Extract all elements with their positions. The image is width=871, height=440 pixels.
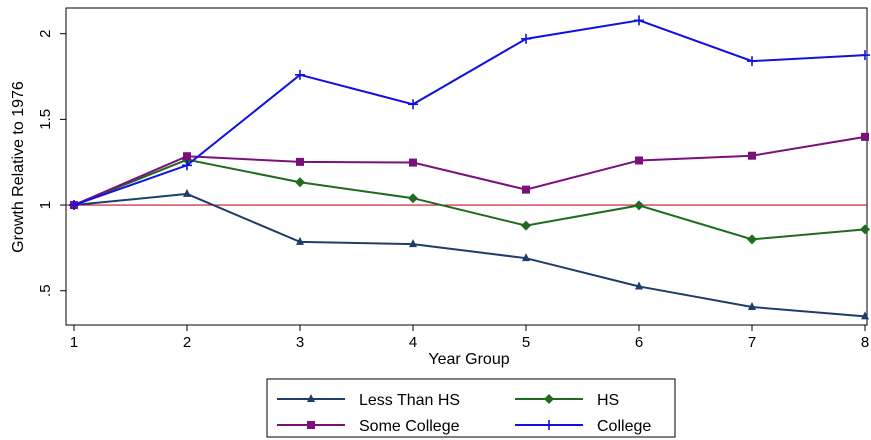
series-line-some-college: [73, 135, 866, 206]
series-line-hs: [73, 158, 866, 241]
data-point-some-college: [409, 158, 417, 167]
data-point-less-than-hs: [409, 239, 417, 248]
x-tick-label: 8: [861, 334, 869, 351]
y-axis: .5 1 1.5 2: [37, 30, 66, 297]
data-point-some-college: [522, 185, 530, 194]
data-point-less-than-hs: [635, 281, 643, 290]
x-axis-title: Year Group: [428, 351, 509, 368]
x-tick-label: 1: [70, 334, 78, 351]
data-point-less-than-hs: [861, 311, 869, 320]
x-tick-label: 7: [748, 334, 756, 351]
series-college: [69, 15, 870, 211]
data-point-some-college: [748, 151, 756, 160]
series-line-less-than-hs: [73, 192, 866, 318]
x-tick-label: 4: [409, 334, 417, 351]
legend-item-less-than-hs: Less Than HS: [277, 392, 460, 409]
legend-label: Less Than HS: [359, 392, 460, 409]
data-point-less-than-hs: [748, 302, 756, 311]
data-point-college: [182, 160, 192, 171]
data-point-hs: [295, 177, 305, 188]
data-point-hs: [521, 220, 531, 231]
data-point-some-college: [861, 132, 869, 141]
data-point-college: [69, 200, 79, 211]
x-tick-label: 2: [183, 334, 191, 351]
y-tick-label: .5: [37, 284, 54, 297]
y-axis-title: Growth Relative to 1976: [10, 81, 27, 253]
data-point-college: [521, 33, 531, 44]
data-point-some-college: [635, 156, 643, 165]
data-point-hs: [860, 224, 870, 235]
data-point-some-college: [296, 157, 304, 166]
series-less-than-hs: [70, 188, 869, 320]
data-point-hs: [634, 200, 644, 211]
x-tick-label: 5: [522, 334, 530, 351]
legend-swatch-marker: [544, 420, 554, 430]
series-line-college: [73, 19, 866, 206]
data-point-college: [295, 69, 305, 80]
data-point-college: [634, 15, 644, 26]
y-tick-label: 2: [37, 30, 54, 38]
legend-label: HS: [597, 392, 619, 409]
legend: Less Than HS HS Some College College: [266, 378, 676, 438]
x-axis: 1 2 3 4 5 6 7 8: [70, 325, 869, 351]
data-point-hs: [408, 193, 418, 204]
data-point-less-than-hs: [183, 188, 191, 197]
data-point-less-than-hs: [522, 253, 530, 262]
data-point-less-than-hs: [296, 236, 304, 245]
x-tick-label: 6: [635, 334, 643, 351]
x-tick-label: 3: [296, 334, 304, 351]
y-tick-label: 1: [37, 201, 54, 209]
legend-item-some-college: Some College: [277, 418, 460, 435]
data-point-college: [408, 99, 418, 110]
legend-label: Some College: [359, 418, 460, 435]
legend-item-hs: HS: [515, 392, 619, 409]
legend-swatch-marker: [307, 394, 315, 402]
data-point-some-college: [183, 152, 191, 161]
legend-swatch-marker: [544, 394, 554, 404]
legend-item-college: College: [515, 418, 651, 435]
legend-label: College: [597, 418, 651, 435]
plot-frame: [65, 7, 868, 326]
plot-area: [65, 7, 870, 326]
legend-box: [266, 378, 676, 438]
series-some-college: [70, 132, 869, 210]
data-point-college: [747, 56, 757, 67]
y-tick-label: 1.5: [37, 109, 54, 130]
legend-swatch-marker: [307, 421, 315, 429]
series-hs: [69, 154, 870, 245]
data-point-college: [860, 50, 870, 61]
data-point-hs: [747, 234, 757, 245]
